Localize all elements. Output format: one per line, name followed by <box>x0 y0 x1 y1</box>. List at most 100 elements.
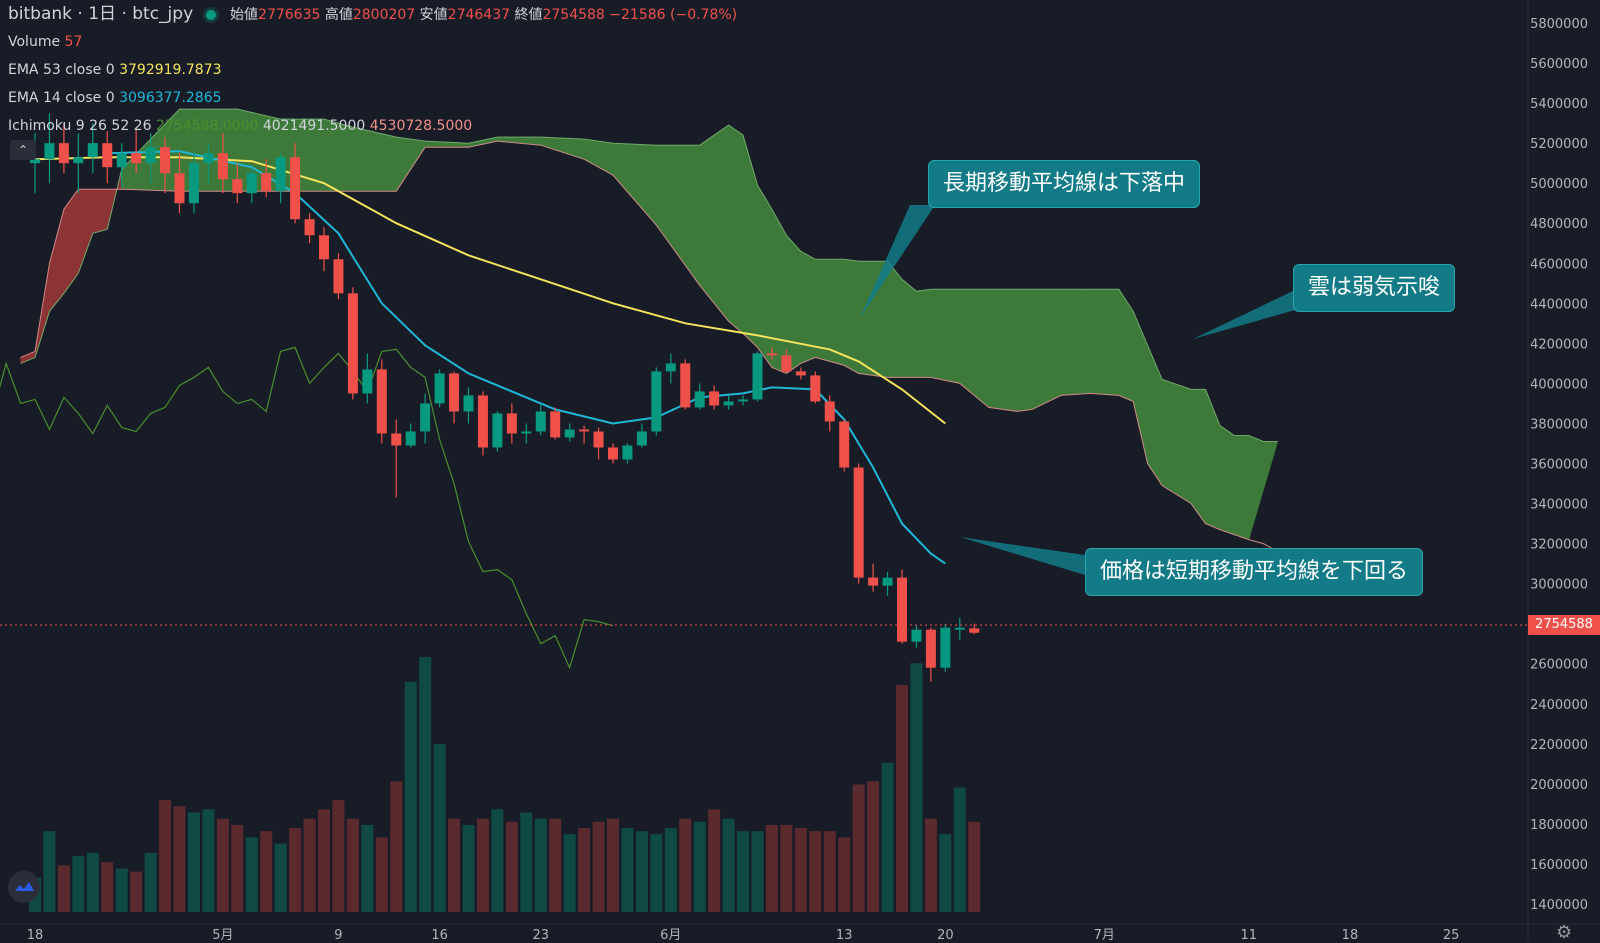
candle-body <box>319 235 329 260</box>
ichimoku-value-1: 2754588.0000 <box>155 118 259 134</box>
ohlc-open-value: 2776635 <box>258 7 321 23</box>
y-tick-label: 3600000 <box>1530 458 1588 473</box>
candle-body <box>506 413 517 434</box>
candle-body <box>925 629 936 668</box>
volume-bar <box>303 818 316 912</box>
volume-bar <box>693 821 706 912</box>
ichimoku-cloud <box>20 108 1279 553</box>
tradingview-logo-icon[interactable] <box>8 871 40 903</box>
volume-bar <box>86 852 99 912</box>
volume-bar <box>910 663 923 912</box>
y-tick-label: 4200000 <box>1530 337 1588 352</box>
candle-body <box>723 401 734 406</box>
volume-bar <box>520 812 533 912</box>
volume-bar <box>57 865 70 912</box>
x-tick-label: 6月 <box>660 928 681 942</box>
candle-body <box>636 431 647 446</box>
ema53-value: 3792919.7873 <box>119 62 222 78</box>
volume-bar <box>953 787 966 912</box>
callout-long-ma[interactable]: 長期移動平均線は下落中 <box>928 160 1201 208</box>
chevron-up-icon: ⌃ <box>17 143 29 157</box>
x-tick-label: 5月 <box>212 928 233 942</box>
y-tick-label: 2600000 <box>1530 658 1588 673</box>
volume-bar <box>491 809 504 912</box>
y-tick-label: 1800000 <box>1530 818 1588 833</box>
ema14-line <box>107 150 946 565</box>
candle-body <box>333 259 344 294</box>
candle-body <box>550 411 561 438</box>
callout-cloud[interactable]: 雲は弱気示唆 <box>1293 264 1456 312</box>
candle-body <box>752 353 763 400</box>
volume-bar <box>159 800 172 912</box>
candle-body <box>304 219 315 236</box>
volume-bar <box>72 856 85 912</box>
cloud-segment <box>887 260 903 378</box>
candle-body <box>116 153 127 168</box>
y-tick-label: 5200000 <box>1530 137 1588 152</box>
candle-body <box>44 143 55 160</box>
y-tick-label: 3200000 <box>1530 538 1588 553</box>
cloud-segment <box>786 234 802 374</box>
candle-body <box>261 173 272 192</box>
y-tick-label: 5600000 <box>1530 57 1588 72</box>
candle-body <box>882 577 893 586</box>
cloud-segment <box>757 184 773 369</box>
ichimoku-legend[interactable]: Ichimoku 9 26 52 26 2754588.0000 4021491… <box>8 112 737 140</box>
y-tick-label: 4600000 <box>1530 257 1588 272</box>
x-tick-label: 25 <box>1443 928 1460 942</box>
callout-price[interactable]: 価格は短期移動平均線を下回る <box>1085 548 1424 596</box>
cloud-segment <box>699 124 729 323</box>
candle-body <box>87 143 98 158</box>
candle-body <box>58 143 69 164</box>
ema14-value: 3096377.2865 <box>119 90 222 106</box>
cloud-segment <box>583 138 614 176</box>
ohlc-change-value: −21586 (−0.78%) <box>609 7 738 23</box>
candle-body <box>579 429 590 432</box>
volume-bar <box>202 809 215 912</box>
candle-body <box>477 395 488 448</box>
x-tick-label: 20 <box>937 928 954 942</box>
candle-body <box>853 467 864 578</box>
cloud-segment <box>78 188 94 274</box>
chart-legend: bitbank · 1日 · btc_jpy 始値2776635 高値28002… <box>8 0 737 140</box>
legend-collapse-button[interactable]: ⌃ <box>10 140 36 160</box>
cloud-segment <box>728 124 744 335</box>
volume-bar <box>896 684 908 912</box>
volume-bar <box>289 828 302 912</box>
ohlc-close-value: 2754588 <box>542 7 605 23</box>
ema53-label: EMA 53 close 0 <box>8 62 115 78</box>
volume-bar <box>780 824 793 912</box>
candle-body <box>275 157 286 192</box>
cloud-segment <box>612 142 657 227</box>
volume-bar <box>635 831 648 912</box>
volume-bar <box>968 821 981 912</box>
candle-body <box>362 369 373 394</box>
candle-body <box>738 399 749 402</box>
volume-bar <box>924 818 937 912</box>
ema53-legend[interactable]: EMA 53 close 0 3792919.7873 <box>8 56 737 84</box>
volume-bar <box>708 809 721 912</box>
candle-body <box>535 411 546 432</box>
candle-body <box>434 373 445 404</box>
volume-bar <box>578 828 591 912</box>
volume-bar <box>144 852 157 912</box>
symbol-row: bitbank · 1日 · btc_jpy 始値2776635 高値28002… <box>8 0 737 28</box>
volume-legend[interactable]: Volume 57 <box>8 28 737 56</box>
candle-body <box>680 363 691 408</box>
symbol-title[interactable]: bitbank · 1日 · btc_jpy <box>8 4 194 24</box>
candle-body <box>492 413 503 448</box>
volume-bar <box>852 784 865 912</box>
candle-body <box>188 163 199 204</box>
y-tick-label: 2200000 <box>1530 738 1588 753</box>
gear-icon[interactable]: ⚙ <box>1556 922 1573 943</box>
candle-body <box>376 369 387 434</box>
y-tick-label: 4000000 <box>1530 377 1588 392</box>
candle-body <box>131 153 142 164</box>
ema14-legend[interactable]: EMA 14 close 0 3096377.2865 <box>8 84 737 112</box>
x-tick-label: 16 <box>431 928 448 942</box>
y-tick-label: 5800000 <box>1530 17 1588 32</box>
volume-value: 57 <box>64 34 83 50</box>
volume-bar <box>43 831 56 912</box>
